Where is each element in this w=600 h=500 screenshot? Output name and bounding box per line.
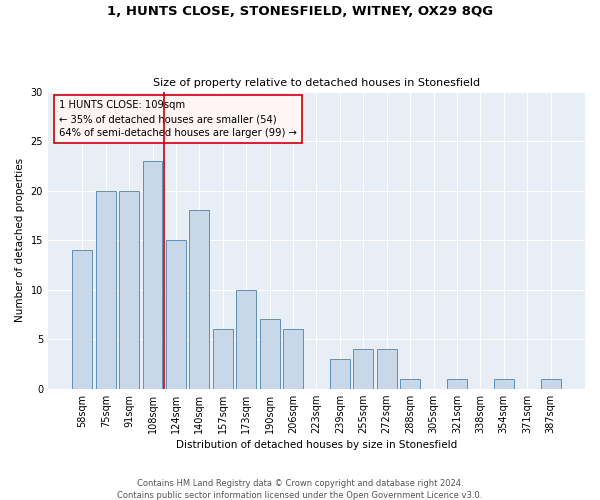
Bar (447, 379, 467, 388)
Bar (260, 320, 280, 388)
Bar (377, 349, 397, 389)
Bar (166, 240, 186, 388)
Bar (283, 330, 303, 388)
Bar (541, 379, 560, 388)
Bar (494, 379, 514, 388)
Bar (73, 250, 92, 388)
Bar (400, 379, 420, 388)
Title: Size of property relative to detached houses in Stonesfield: Size of property relative to detached ho… (153, 78, 480, 88)
Text: 1 HUNTS CLOSE: 109sqm
← 35% of detached houses are smaller (54)
64% of semi-deta: 1 HUNTS CLOSE: 109sqm ← 35% of detached … (59, 100, 296, 138)
Bar (143, 161, 163, 388)
Bar (213, 330, 233, 388)
Y-axis label: Number of detached properties: Number of detached properties (15, 158, 25, 322)
Text: 1, HUNTS CLOSE, STONESFIELD, WITNEY, OX29 8QG: 1, HUNTS CLOSE, STONESFIELD, WITNEY, OX2… (107, 5, 493, 18)
Bar (190, 210, 209, 388)
Bar (96, 190, 116, 388)
Bar (353, 349, 373, 389)
X-axis label: Distribution of detached houses by size in Stonesfield: Distribution of detached houses by size … (176, 440, 457, 450)
Bar (330, 359, 350, 388)
Text: Contains HM Land Registry data © Crown copyright and database right 2024.
Contai: Contains HM Land Registry data © Crown c… (118, 478, 482, 500)
Bar (236, 290, 256, 388)
Bar (119, 190, 139, 388)
